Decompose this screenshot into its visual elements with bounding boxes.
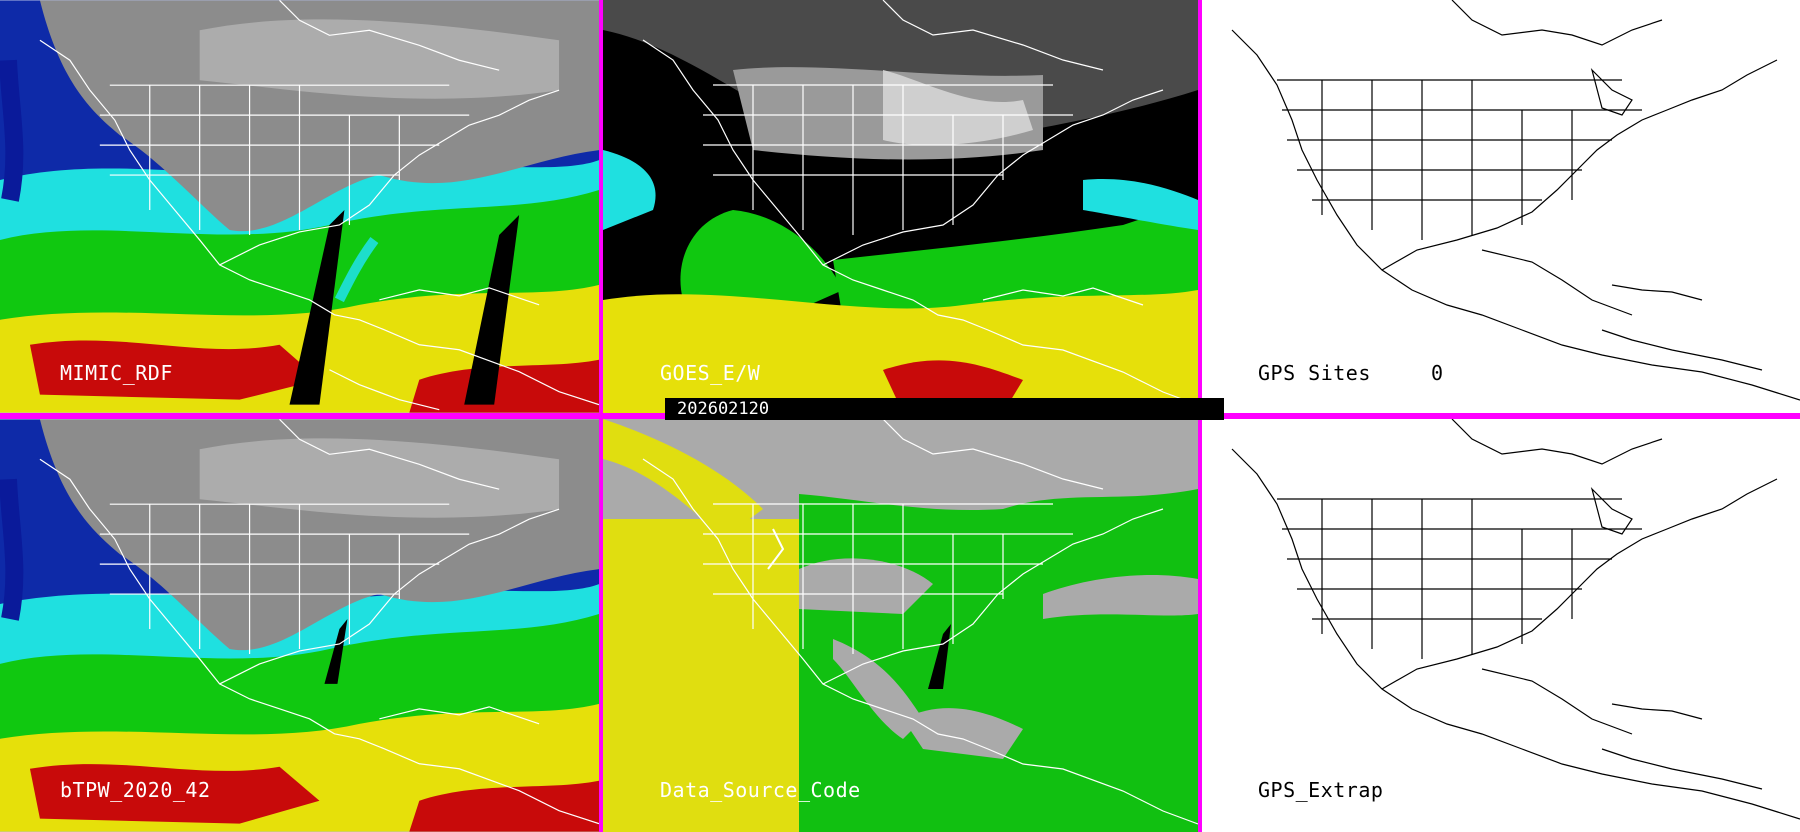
- panel-btpw-2020-42: bTPW_2020_42: [0, 419, 599, 832]
- panel-gps-extrap: GPS_Extrap: [1202, 419, 1800, 832]
- divider-vertical-left: [599, 0, 603, 832]
- panel-label: MIMIC_RDF: [60, 361, 173, 385]
- timestamp-bar: 202602120: [665, 398, 1224, 420]
- panel-label: GOES_E/W: [660, 361, 761, 385]
- gps-sites-count: 0: [1431, 361, 1444, 385]
- panel-gps-sites: GPS Sites 0: [1202, 0, 1800, 413]
- panel-label: Data_Source_Code: [660, 778, 861, 802]
- panel-label: GPS_Extrap: [1258, 778, 1384, 802]
- panel-goes-e-w: GOES_E/W: [603, 0, 1198, 413]
- panel-data-source-code: Data_Source_Code: [603, 419, 1198, 832]
- panel-mimic-rdf: MIMIC_RDF: [0, 0, 599, 413]
- panel-label: bTPW_2020_42: [60, 778, 211, 802]
- panel-label: GPS Sites: [1258, 361, 1371, 385]
- divider-vertical-right: [1198, 0, 1202, 413]
- divider-vertical-right-lower: [1198, 419, 1202, 832]
